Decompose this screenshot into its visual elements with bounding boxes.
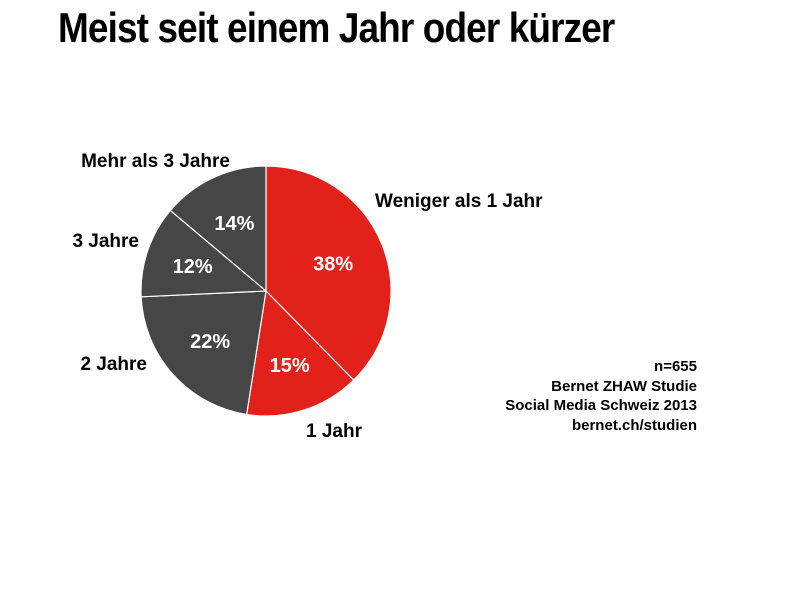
source-note: n=655 Bernet ZHAW Studie Social Media Sc… [505, 357, 697, 435]
slice-percentage-label: 12% [173, 256, 213, 278]
pie-slice-4 [140, 209, 267, 298]
slice-percentage-label: 14% [214, 213, 254, 235]
pie-slice-3 [140, 290, 267, 416]
category-labels: Weniger als 1 Jahr 1 Jahr 2 Jahre 3 Jahre Me… [72, 151, 543, 442]
pie-slice-1 [265, 165, 392, 381]
source-line-2: Social Media Schweiz 2013 [505, 397, 697, 414]
pie-slice-5 [169, 165, 267, 292]
sample-size: n=655 [654, 358, 697, 375]
source-line-3: bernet.ch/studien [571, 416, 697, 434]
pie-slices [140, 165, 392, 417]
slice-percentage-label: 22% [190, 331, 230, 353]
slice-category-label: 1 Jahr [306, 421, 363, 442]
slice-category-label: Weniger als 1 Jahr [375, 191, 543, 212]
chart-title: Meist seit einem Jahr oder kürzer [58, 4, 615, 51]
slice-category-label: Mehr als 3 Jahre [81, 151, 230, 172]
slice-percentage-label: 15% [270, 355, 310, 377]
slice-category-label: 3 Jahre [72, 231, 139, 252]
percentage-labels: 38% 15% 22% 12%14% [173, 213, 354, 377]
slice-category-label: 2 Jahre [80, 354, 147, 375]
pie-slice-2 [246, 290, 355, 417]
source-line-1: Bernet ZHAW Studie [551, 377, 697, 395]
slice-percentage-label: 38% [313, 254, 353, 276]
